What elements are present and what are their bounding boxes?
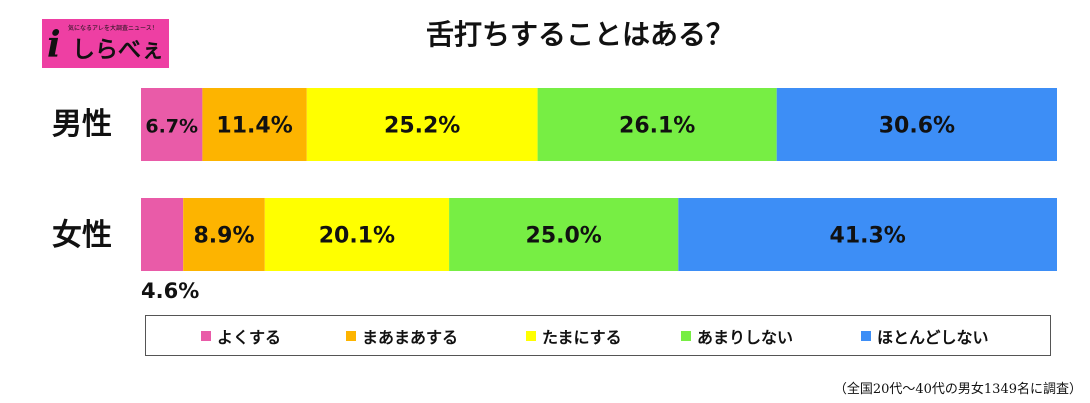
data-label-female-hotondo-shinai: 41.3% xyxy=(830,224,906,249)
category-label-male: 男性 xyxy=(52,107,112,142)
data-label-male-hotondo-shinai: 30.6% xyxy=(879,114,955,139)
bar-male-amari-shinai xyxy=(537,88,777,161)
data-label-male-maamaa-suru: 11.4% xyxy=(216,114,292,139)
logo-mark: i xyxy=(47,24,61,66)
legend-swatch-amari-shinai xyxy=(681,331,691,341)
legend-label-yoku-suru: よくする xyxy=(217,328,282,347)
legend-item-maamaa-suru: まあまあする xyxy=(346,327,459,347)
category-label-female: 女性 xyxy=(52,218,112,253)
legend-item-hotondo-shinai: ほとんどしない xyxy=(861,327,989,347)
bar-male-hotondo-shinai xyxy=(776,88,1057,161)
bar-male-maamaa-suru xyxy=(202,88,307,161)
bar-female-tamani-suru xyxy=(264,198,450,271)
legend-label-hotondo-shinai: ほとんどしない xyxy=(877,328,989,347)
bar-female-hotondo-shinai xyxy=(678,198,1057,271)
bar-female-amari-shinai xyxy=(449,198,679,271)
legend-label-tamani-suru: たまにする xyxy=(542,328,622,347)
legend-swatch-tamani-suru xyxy=(526,331,536,341)
legend-label-maamaa-suru: まあまあする xyxy=(362,328,459,347)
bar-female-maamaa-suru xyxy=(183,198,265,271)
survey-footnote: （全国20代～40代の男女1349名に調査） xyxy=(833,382,1082,397)
legend-item-amari-shinai: あまりしない xyxy=(681,327,794,347)
data-label-female-maamaa-suru: 8.9% xyxy=(193,224,254,249)
data-label-female-tamani-suru: 20.1% xyxy=(319,224,395,249)
legend-item-tamani-suru: たまにする xyxy=(526,327,622,347)
bar-male-yoku-suru xyxy=(141,88,203,161)
data-label-male-amari-shinai: 26.1% xyxy=(619,114,695,139)
legend-label-amari-shinai: あまりしない xyxy=(697,328,794,347)
shirabee-logo: 気になるアレを大調査ニュース！ i しらべぇ xyxy=(42,19,169,68)
legend-swatch-yoku-suru xyxy=(201,331,211,341)
logo-tagline: 気になるアレを大調査ニュース！ xyxy=(68,25,158,32)
legend-item-yoku-suru: よくする xyxy=(201,327,282,347)
logo-name: しらべぇ xyxy=(72,37,164,63)
legend: よくする まあまあする たまにする あまりしない ほとんどしない xyxy=(145,315,1051,356)
data-label-female-amari-shinai: 25.0% xyxy=(526,224,602,249)
data-label-male-tamani-suru: 25.2% xyxy=(384,114,460,139)
data-label-female-yoku-suru: 4.6% xyxy=(141,279,200,303)
legend-swatch-maamaa-suru xyxy=(346,331,356,341)
bar-group: 6.7% 11.4% 25.2% 26.1% 30.6% 8.9% 20.1% 25.0% 41… xyxy=(141,88,1057,271)
bar-female-yoku-suru xyxy=(141,198,184,271)
data-label-male-yoku-suru: 6.7% xyxy=(145,116,198,138)
legend-swatch-hotondo-shinai xyxy=(861,331,871,341)
chart-title: 舌打ちすることはある？ xyxy=(425,18,734,51)
bar-male-tamani-suru xyxy=(306,88,538,161)
